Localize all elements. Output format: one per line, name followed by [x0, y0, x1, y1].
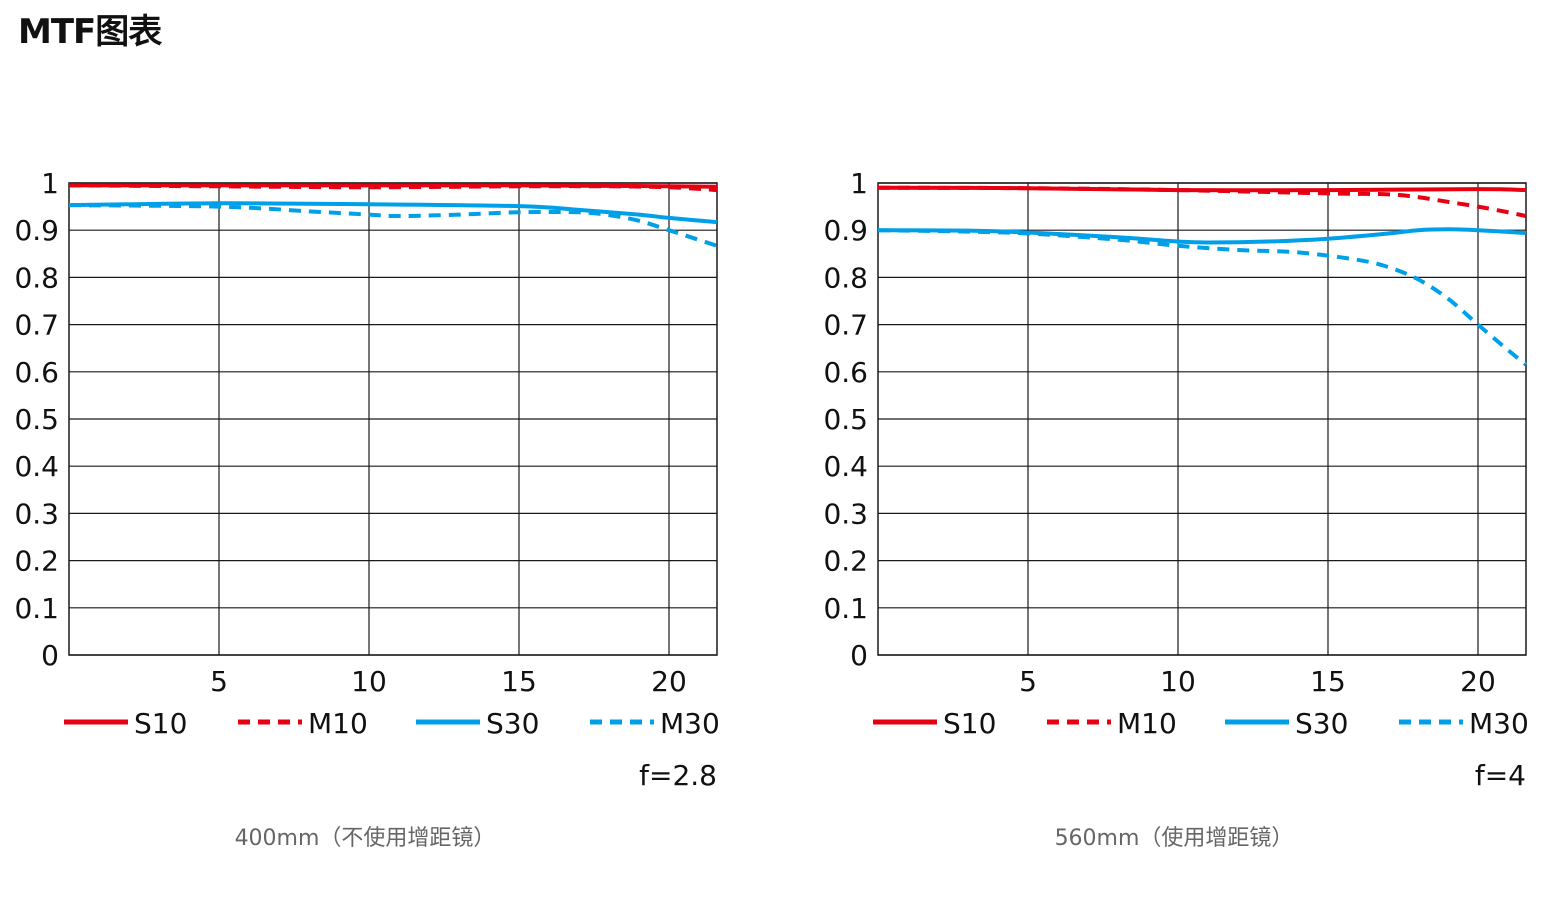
y-tick-label: 0.1 — [823, 592, 868, 625]
legend-label-m30: M30 — [1469, 707, 1529, 740]
y-tick-label: 0.2 — [14, 545, 59, 578]
y-tick-label: 1 — [41, 167, 59, 200]
y-tick-label: 1 — [850, 167, 868, 200]
legend-label-s30: S30 — [486, 707, 539, 740]
y-tick-label: 0.9 — [823, 214, 868, 247]
series-line-m10 — [877, 185, 1527, 218]
x-tick-label: 15 — [501, 665, 537, 698]
chart-caption: 560mm（使用增距镜） — [1055, 826, 1294, 851]
y-tick-label: 0.7 — [14, 309, 59, 342]
chart-caption: 400mm（不使用增距镜） — [235, 826, 496, 851]
y-tick-label: 0.7 — [823, 309, 868, 342]
legend-label-s30: S30 — [1295, 707, 1348, 740]
series-line-m30 — [877, 228, 1528, 367]
y-tick-label: 0.6 — [823, 356, 868, 389]
x-tick-label: 5 — [1019, 665, 1037, 698]
y-tick-label: 0.9 — [14, 214, 59, 247]
y-tick-label: 0.5 — [14, 403, 59, 436]
x-tick-label: 5 — [210, 665, 228, 698]
x-tick-label: 15 — [1310, 665, 1346, 698]
y-tick-label: 0.8 — [823, 261, 868, 294]
plot-frame — [877, 182, 1527, 656]
y-tick-label: 0.6 — [14, 356, 59, 389]
y-tick-label: 0.4 — [823, 450, 868, 483]
y-tick-label: 0.2 — [823, 545, 868, 578]
legend-label-s10: S10 — [134, 707, 187, 740]
series-line-s30 — [68, 201, 718, 225]
legend-label-m10: M10 — [308, 707, 368, 740]
y-tick-label: 0 — [41, 639, 59, 672]
plot-frame — [68, 182, 718, 656]
x-tick-label: 20 — [651, 665, 687, 698]
series-line-s30 — [877, 227, 1527, 245]
x-tick-label: 10 — [351, 665, 387, 698]
x-tick-label: 10 — [1160, 665, 1196, 698]
y-tick-label: 0.1 — [14, 592, 59, 625]
series-line-m10 — [68, 183, 718, 193]
y-tick-label: 0.3 — [823, 497, 868, 530]
page-title: MTF图表 — [18, 12, 162, 52]
aperture-label: f=2.8 — [639, 759, 717, 792]
y-tick-label: 0.8 — [14, 261, 59, 294]
y-tick-label: 0.3 — [14, 497, 59, 530]
legend-label-m10: M10 — [1117, 707, 1177, 740]
y-tick-label: 0 — [850, 639, 868, 672]
legend-label-m30: M30 — [660, 707, 720, 740]
y-tick-label: 0.5 — [823, 403, 868, 436]
legend-label-s10: S10 — [943, 707, 996, 740]
aperture-label: f=4 — [1475, 759, 1526, 792]
y-tick-label: 0.4 — [14, 450, 59, 483]
x-tick-label: 20 — [1460, 665, 1496, 698]
series-line-m30 — [68, 203, 718, 248]
